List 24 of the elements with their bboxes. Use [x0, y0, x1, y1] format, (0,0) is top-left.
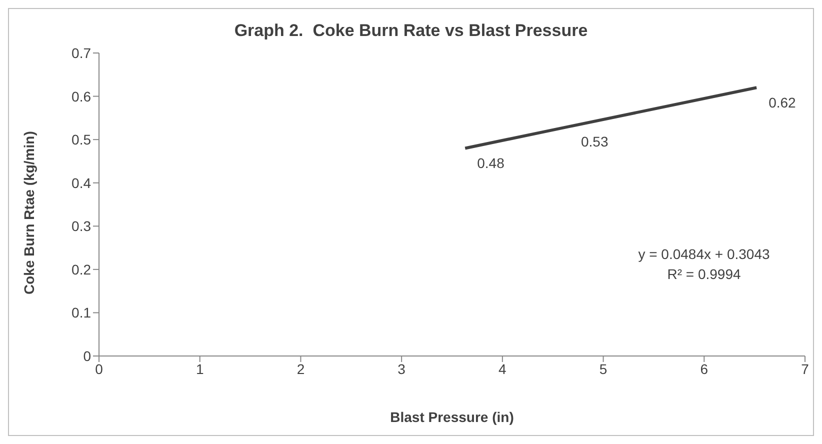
- x-tick-label: 6: [700, 360, 708, 377]
- x-axis-title: Blast Pressure (in): [390, 409, 514, 425]
- y-axis-title: Coke Burn Rtae (kg/min): [20, 131, 37, 294]
- annotation: R² = 0.9994: [666, 265, 742, 284]
- y-tick-label: 0.3: [72, 218, 92, 234]
- y-tick-label: 0.5: [72, 132, 92, 148]
- y-tick-label: 0.6: [72, 88, 92, 104]
- data-label: 0.62: [768, 94, 796, 111]
- y-tick-label: 0: [83, 348, 92, 364]
- x-tick-label: 4: [498, 360, 507, 377]
- annotation: y = 0.0484x + 0.3043: [637, 245, 771, 264]
- y-tick-label: 0.2: [72, 261, 92, 278]
- x-tick-label: 7: [801, 360, 810, 377]
- x-tick-label: 0: [95, 360, 104, 377]
- data-label: 0.48: [477, 155, 505, 172]
- x-tick-label: 2: [296, 360, 305, 377]
- x-tick-label: 5: [599, 360, 608, 377]
- y-tick-label: 0.1: [72, 304, 92, 321]
- y-tick-label: 0.7: [72, 44, 92, 61]
- x-tick-label: 3: [398, 360, 406, 377]
- x-tick-label: 1: [196, 360, 204, 377]
- data-label: 0.53: [580, 134, 608, 150]
- y-tick-label: 0.4: [72, 174, 92, 191]
- chart-title: Graph 2. Coke Burn Rate vs Blast Pressure: [233, 21, 589, 41]
